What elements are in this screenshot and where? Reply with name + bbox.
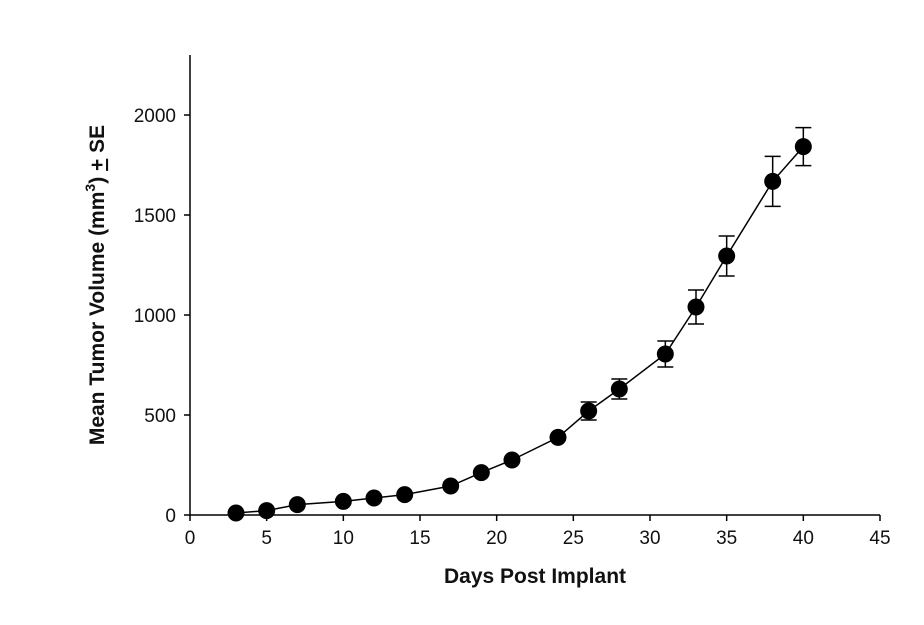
data-point: [472, 464, 490, 482]
x-tick-label: 25: [563, 528, 584, 549]
x-tick-label: 5: [261, 528, 272, 549]
data-point: [764, 172, 782, 190]
y-axis-title-main: Mean Tumor Volume (mm: [86, 192, 109, 446]
data-point: [580, 402, 598, 420]
y-axis-title-plus-minus: +: [86, 159, 109, 171]
y-axis-title-superscript: 3: [82, 184, 98, 192]
data-point: [610, 380, 628, 398]
data-point: [656, 345, 674, 363]
x-tick-label: 35: [716, 528, 737, 549]
x-tick-label: 10: [333, 528, 354, 549]
data-point: [687, 298, 705, 316]
data-point: [365, 489, 383, 507]
data-point: [549, 428, 567, 446]
data-point: [442, 477, 460, 495]
y-tick-label: 1500: [134, 206, 176, 227]
x-tick-label: 45: [869, 528, 890, 549]
x-tick-label: 0: [185, 528, 196, 549]
y-tick-label: 500: [144, 406, 176, 427]
data-point: [288, 496, 306, 514]
data-point: [227, 504, 245, 522]
y-axis-title-suffix: ): [86, 171, 109, 184]
y-tick-label: 1000: [134, 306, 176, 327]
x-tick-label: 15: [409, 528, 430, 549]
data-point: [794, 138, 812, 156]
axes: [189, 55, 880, 516]
y-axis-title: Mean Tumor Volume (mm3) + SE: [82, 125, 109, 445]
data-point: [718, 247, 736, 265]
data-points: [227, 138, 812, 522]
data-point: [503, 451, 521, 469]
y-axis-title-se: SE: [86, 125, 109, 159]
x-tick-label: 30: [639, 528, 660, 549]
data-point: [334, 492, 352, 510]
x-tick-label: 40: [793, 528, 814, 549]
x-ticks: 0 5 10 15 20 25 30 35 40 45: [185, 515, 891, 549]
y-tick-label: 0: [165, 506, 176, 527]
x-axis-title: Days Post Implant: [444, 565, 626, 588]
y-ticks: 0 500 1000 1500 2000: [134, 106, 190, 527]
y-tick-label: 2000: [134, 106, 176, 127]
data-point: [396, 486, 414, 504]
error-bars: [580, 126, 812, 421]
data-point: [258, 502, 276, 520]
x-tick-label: 20: [486, 528, 507, 549]
